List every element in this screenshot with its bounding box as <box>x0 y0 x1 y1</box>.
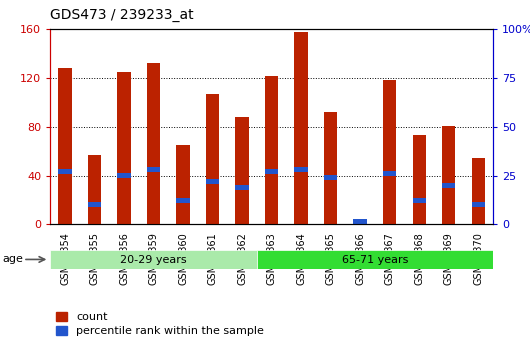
Bar <box>58 169 72 174</box>
Bar <box>354 220 367 224</box>
Bar <box>412 135 426 224</box>
Bar <box>442 183 455 188</box>
Bar <box>176 145 190 224</box>
Bar <box>412 198 426 203</box>
Text: 20-29 years: 20-29 years <box>120 255 187 265</box>
Bar <box>50 250 257 269</box>
Bar <box>472 202 485 207</box>
Bar <box>257 250 493 269</box>
Bar <box>206 94 219 224</box>
Bar <box>118 72 131 224</box>
Bar <box>324 175 337 180</box>
Bar <box>354 219 367 224</box>
Bar <box>295 167 308 172</box>
Bar <box>147 167 160 172</box>
Legend: count, percentile rank within the sample: count, percentile rank within the sample <box>56 312 264 336</box>
Bar <box>147 63 160 224</box>
Bar <box>118 173 131 178</box>
Text: age: age <box>3 255 23 264</box>
Text: GDS473 / 239233_at: GDS473 / 239233_at <box>50 8 194 22</box>
Bar <box>383 80 396 224</box>
Bar <box>58 68 72 224</box>
Bar <box>383 171 396 176</box>
Bar <box>265 76 278 224</box>
Bar <box>235 185 249 190</box>
Bar <box>295 32 308 224</box>
Bar <box>442 126 455 224</box>
Bar <box>265 169 278 174</box>
Bar <box>235 117 249 224</box>
Bar <box>206 179 219 184</box>
Bar <box>472 158 485 224</box>
Bar <box>88 155 101 224</box>
Bar <box>324 112 337 224</box>
Bar <box>88 202 101 207</box>
Bar <box>176 198 190 203</box>
Text: 65-71 years: 65-71 years <box>342 255 408 265</box>
